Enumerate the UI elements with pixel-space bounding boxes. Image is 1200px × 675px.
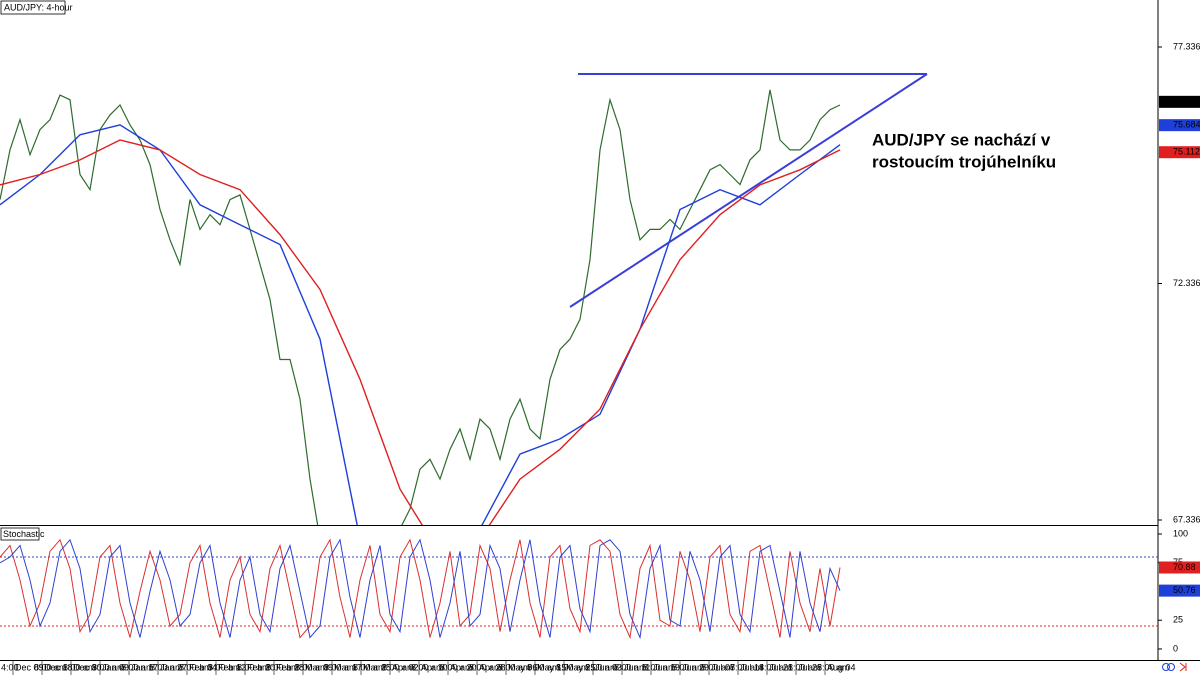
- annotation: rostoucím trojúhelníku: [872, 152, 1056, 171]
- x-time-label: 8:00 am: [585, 662, 618, 672]
- x-tick-label: Jan 09: [102, 662, 129, 672]
- x-time-label: 8:00 am: [150, 662, 183, 672]
- y-tick-label: 67.336: [1173, 514, 1200, 524]
- y-tick-label: 77.336: [1173, 41, 1200, 51]
- x-tick-label: Feb 20: [247, 662, 275, 672]
- price-label: 70.88: [1173, 562, 1196, 572]
- stoch-title-box: [0, 527, 40, 541]
- plot-area: [0, 538, 841, 640]
- corner-icons: [1162, 662, 1187, 672]
- x-time-label: 8:00 am: [324, 662, 357, 672]
- y-tick-label: 72.336: [1173, 278, 1200, 288]
- x-tick-label: May 15: [537, 662, 567, 672]
- series-line: [0, 139, 841, 525]
- x-tick-label: Jul 14: [740, 662, 764, 672]
- triangle-bottom-line: [569, 73, 928, 308]
- x-tick-label: Feb 12: [218, 662, 246, 672]
- x-time-label: 8:00 am: [295, 662, 328, 672]
- x-time-label: 8:00 am: [92, 662, 125, 672]
- x-tick-label: Apr 02: [392, 662, 419, 672]
- x-tick-label: Feb 04: [189, 662, 217, 672]
- price-label-box: [1159, 561, 1200, 574]
- x-time-label: 8:00 am: [788, 662, 821, 672]
- title-box: [0, 0, 66, 15]
- y-tick-label: 0: [1173, 643, 1178, 653]
- x-tick-label: Jun 19: [653, 662, 680, 672]
- price-label-box: [1159, 584, 1200, 597]
- chart-title: AUD/JPY: 4-hour: [4, 2, 73, 12]
- x-time-label: 8:00 am: [179, 662, 212, 672]
- x-time-label: 8:00 am: [208, 662, 241, 672]
- x-tick-label: Mar 17: [334, 662, 362, 672]
- x-time-label: 8:00 am: [382, 662, 415, 672]
- x-time-label: 8:00 am: [121, 662, 154, 672]
- x-time-label: 8:00 am: [643, 662, 676, 672]
- x-time-label: 8:00 am: [730, 662, 763, 672]
- x-tick-label: Feb 28: [276, 662, 304, 672]
- x-time-label: 8:00 am: [266, 662, 299, 672]
- x-tick-label: Jun 03: [595, 662, 622, 672]
- x-tick-label: Jul 28: [798, 662, 822, 672]
- x-tick-label: Jun 11: [624, 662, 650, 672]
- x-tick-label: Dec 30: [73, 662, 102, 672]
- x-tick-label: Dec 09: [15, 662, 44, 672]
- x-time-label: 8:00 am: [411, 662, 444, 672]
- series-line: [0, 89, 841, 525]
- x-time-label: 8:00 am: [34, 662, 67, 672]
- x-tick-label: Aug 04: [827, 662, 856, 672]
- x-tick-label: May 25: [566, 662, 596, 672]
- x-tick-label: Apr 20: [450, 662, 477, 672]
- x-time-label: 8:00 am: [817, 662, 850, 672]
- x-tick-label: Jul 21: [769, 662, 793, 672]
- price-label-box: [1159, 95, 1200, 108]
- x-time-label: 8:00 am: [759, 662, 792, 672]
- y-tick-label: 25: [1173, 615, 1183, 625]
- x-time-label: 8:00 am: [556, 662, 589, 672]
- x-tick-label: Apr 28: [479, 662, 506, 672]
- stoch-title: Stochastic: [3, 529, 45, 539]
- x-tick-label: 4:00: [1, 662, 19, 672]
- price-label: 50.76: [1173, 585, 1196, 595]
- x-time-label: 8:00 am: [353, 662, 386, 672]
- x-tick-label: Jan 27: [160, 662, 187, 672]
- x-tick-label: Apr 10: [421, 662, 448, 672]
- x-tick-label: Jan 17: [131, 662, 158, 672]
- x-time-label: 8:00 am: [614, 662, 647, 672]
- y-tick-label: 100: [1173, 528, 1188, 538]
- x-time-label: 8:00 am: [701, 662, 734, 672]
- price-label: 76.177: [1173, 96, 1200, 106]
- price-label: 75.684: [1173, 120, 1200, 130]
- x-tick-label: Mar 25: [363, 662, 391, 672]
- x-tick-label: Mar 09: [305, 662, 333, 672]
- x-time-label: 8:00 am: [469, 662, 502, 672]
- price-label: 75.112: [1173, 147, 1200, 157]
- x-time-label: 8:00 am: [498, 662, 531, 672]
- series-line: [0, 538, 841, 640]
- x-time-label: 8:00 am: [440, 662, 473, 672]
- x-tick-label: Jun 29: [682, 662, 709, 672]
- plot-area: [0, 89, 841, 525]
- x-time-label: 8:00 am: [63, 662, 96, 672]
- price-label-box: [1159, 146, 1200, 159]
- x-time-label: 8:00 am: [672, 662, 705, 672]
- x-time-label: 8:00 am: [237, 662, 270, 672]
- x-tick-label: May 06: [508, 662, 538, 672]
- price-label-box: [1159, 119, 1200, 132]
- x-tick-label: Jul 07: [711, 662, 735, 672]
- x-time-label: 8:00 am: [527, 662, 560, 672]
- annotation: AUD/JPY se nachází v: [872, 130, 1051, 149]
- series-line: [0, 538, 841, 640]
- x-tick-label: Dec 18: [44, 662, 73, 672]
- series-line: [0, 124, 841, 525]
